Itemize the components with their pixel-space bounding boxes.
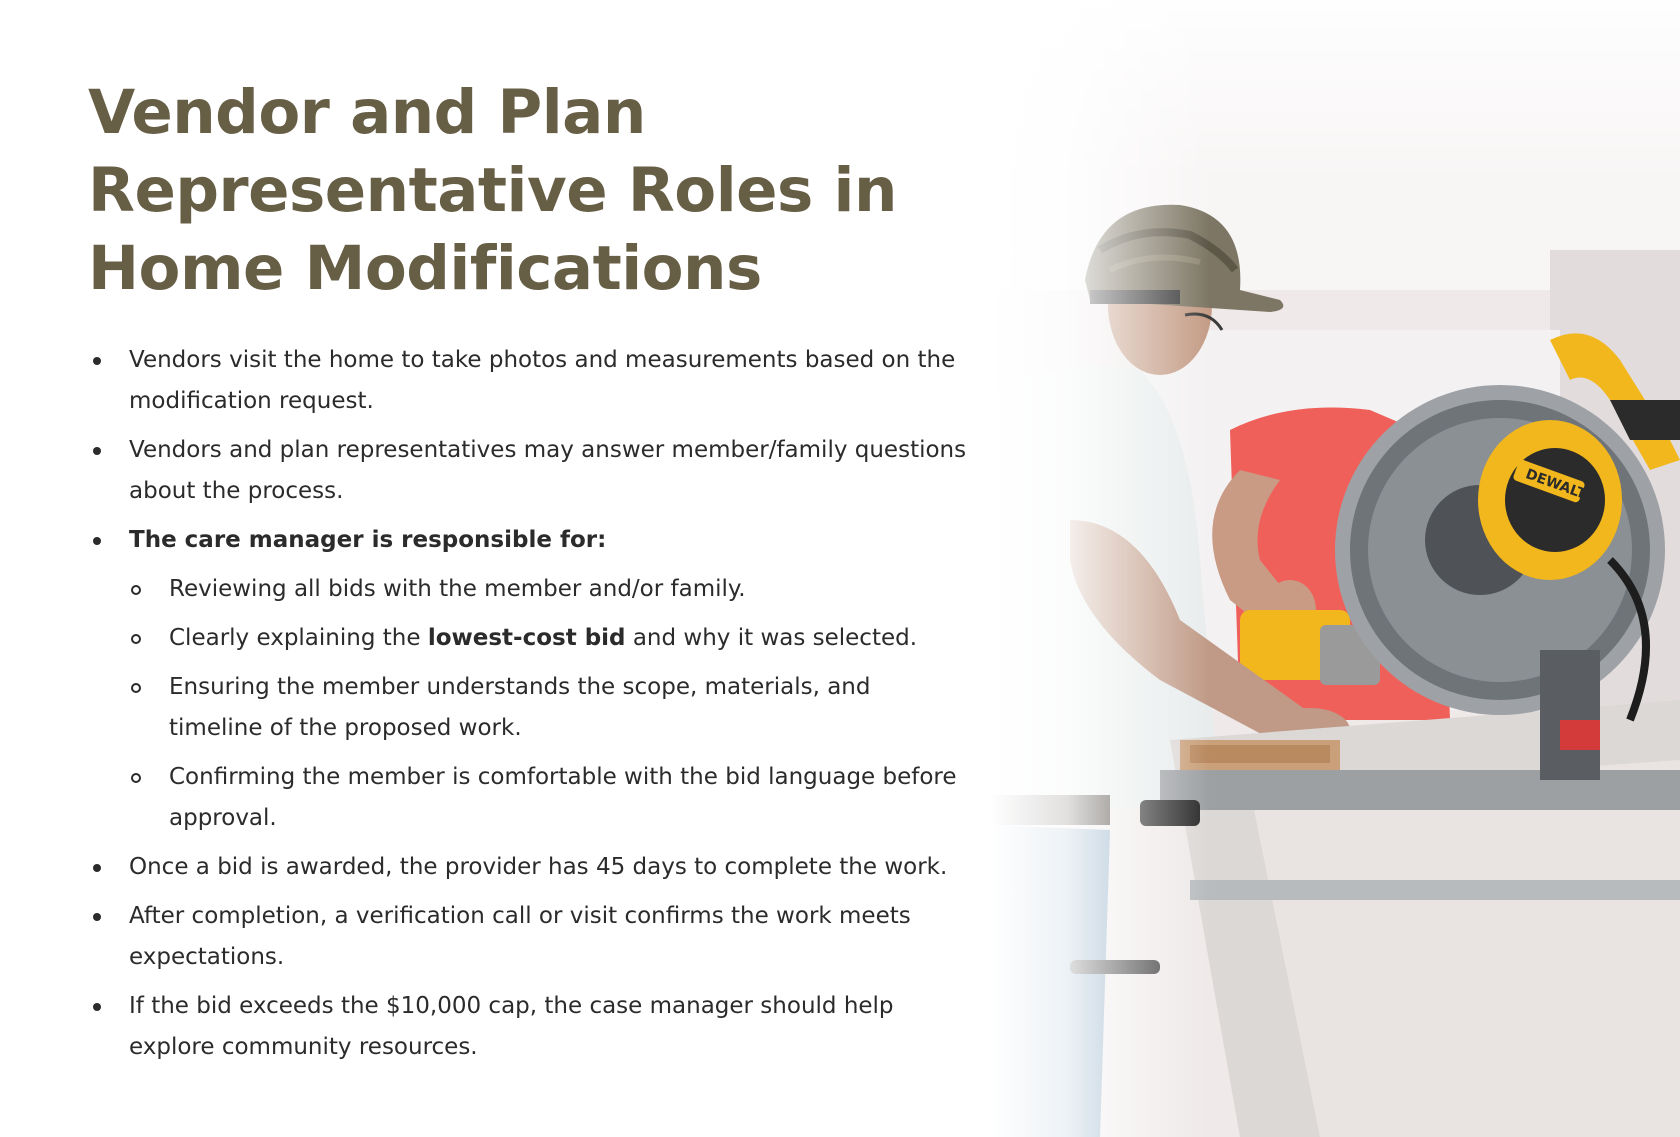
bullet-text: After completion, a verification call or… (129, 903, 911, 970)
bullet-item: Once a bid is awarded, the provider has … (88, 847, 968, 888)
bullet-text: If the bid exceeds the $10,000 cap, the … (129, 993, 894, 1060)
bullet-list: Vendors visit the home to take photos an… (88, 340, 968, 1076)
bullet-emphasis: lowest-cost bid (427, 625, 626, 651)
bullet-text-after: and why it was selected. (625, 625, 918, 651)
bullet-item: Vendors and plan representatives may ans… (88, 430, 968, 512)
bullet-text: Vendors visit the home to take photos an… (129, 347, 956, 414)
bullet-text: Once a bid is awarded, the provider has … (129, 854, 948, 880)
sub-bullet-item: Ensuring the member understands the scop… (88, 667, 968, 749)
bullet-text: Ensuring the member understands the scop… (169, 674, 871, 741)
bullet-heading: The care manager is responsible for: (129, 527, 607, 553)
bullet-text: Vendors and plan representatives may ans… (129, 437, 967, 504)
sub-bullet-item: Reviewing all bids with the member and/o… (88, 569, 968, 610)
workers-photo: DEWALT (990, 0, 1680, 1137)
bullet-text: Reviewing all bids with the member and/o… (169, 576, 746, 602)
bullet-item: After completion, a verification call or… (88, 896, 968, 978)
bullet-item: The care manager is responsible for: (88, 520, 968, 561)
photo-left-fade (990, 0, 1210, 1137)
sub-bullet-item: Confirming the member is comfortable wit… (88, 757, 968, 839)
sub-bullet-item: Clearly explaining the lowest-cost bid a… (88, 618, 968, 659)
bullet-text-before: Clearly explaining the (169, 625, 428, 651)
slide-title: Vendor and Plan Representative Roles in … (88, 77, 897, 304)
bullet-text: Confirming the member is comfortable wit… (169, 764, 957, 831)
bullet-item: Vendors visit the home to take photos an… (88, 340, 968, 422)
bullet-item: If the bid exceeds the $10,000 cap, the … (88, 986, 968, 1068)
